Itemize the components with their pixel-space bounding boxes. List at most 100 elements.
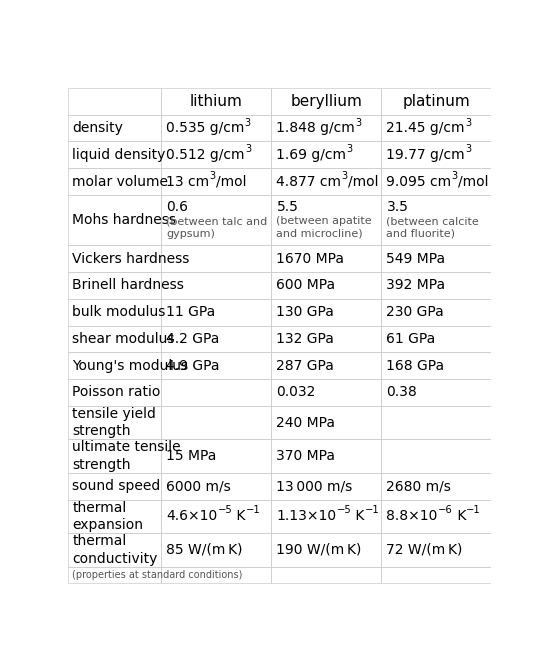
Text: 600 MPa: 600 MPa — [276, 278, 336, 292]
Text: 3: 3 — [341, 171, 348, 181]
Bar — [381, 352, 491, 379]
Text: 19.77 g/cm: 19.77 g/cm — [387, 147, 465, 161]
Bar — [271, 533, 381, 566]
Text: K: K — [351, 510, 365, 524]
Text: 8.8×10: 8.8×10 — [387, 510, 438, 524]
Bar — [162, 245, 271, 272]
Text: 168 GPa: 168 GPa — [387, 359, 444, 373]
Text: 3: 3 — [465, 117, 471, 127]
Bar — [271, 272, 381, 299]
Text: 3: 3 — [355, 117, 361, 127]
Bar — [271, 88, 381, 115]
Text: K: K — [233, 510, 246, 524]
Text: 4.9 GPa: 4.9 GPa — [167, 359, 220, 373]
Bar — [162, 272, 271, 299]
Bar — [68, 299, 162, 325]
Text: 21.45 g/cm: 21.45 g/cm — [387, 121, 465, 135]
Text: molar volume: molar volume — [73, 175, 169, 189]
Text: Mohs hardness: Mohs hardness — [73, 213, 176, 227]
Bar — [162, 168, 271, 195]
Bar — [162, 141, 271, 168]
Text: shear modulus: shear modulus — [73, 332, 175, 346]
Text: 3: 3 — [245, 117, 251, 127]
Bar — [68, 195, 162, 245]
Bar — [162, 299, 271, 325]
Text: 13 cm: 13 cm — [167, 175, 210, 189]
Text: 1.848 g/cm: 1.848 g/cm — [276, 121, 355, 135]
Bar — [162, 500, 271, 533]
Bar — [381, 141, 491, 168]
Bar — [68, 272, 162, 299]
Bar — [381, 533, 491, 566]
Text: ultimate tensile
strength: ultimate tensile strength — [73, 440, 181, 472]
Text: lithium: lithium — [190, 93, 243, 109]
Bar — [271, 500, 381, 533]
Bar — [68, 379, 162, 406]
Text: 6000 m/s: 6000 m/s — [167, 480, 231, 493]
Bar — [381, 325, 491, 352]
Text: K: K — [453, 510, 466, 524]
Text: 3.5: 3.5 — [387, 201, 408, 215]
Bar — [162, 566, 271, 584]
Bar — [271, 299, 381, 325]
Text: −5: −5 — [218, 505, 233, 515]
Text: 392 MPa: 392 MPa — [387, 278, 446, 292]
Text: 132 GPa: 132 GPa — [276, 332, 334, 346]
Text: thermal
expansion: thermal expansion — [73, 501, 144, 532]
Text: Young's modulus: Young's modulus — [73, 359, 188, 373]
Bar — [271, 168, 381, 195]
Bar — [68, 115, 162, 141]
Text: 0.38: 0.38 — [387, 386, 417, 400]
Bar — [381, 88, 491, 115]
Text: 1670 MPa: 1670 MPa — [276, 251, 345, 265]
Bar — [381, 500, 491, 533]
Text: −5: −5 — [336, 505, 351, 515]
Bar — [68, 168, 162, 195]
Text: liquid density: liquid density — [73, 147, 166, 161]
Bar — [68, 500, 162, 533]
Bar — [381, 473, 491, 500]
Text: 190 W/(m K): 190 W/(m K) — [276, 543, 362, 557]
Bar — [68, 325, 162, 352]
Text: 85 W/(m K): 85 W/(m K) — [167, 543, 243, 557]
Text: density: density — [73, 121, 123, 135]
Text: /mol: /mol — [216, 175, 246, 189]
Text: 4.6×10: 4.6×10 — [167, 510, 218, 524]
Bar — [271, 195, 381, 245]
Text: 370 MPa: 370 MPa — [276, 449, 335, 463]
Text: 549 MPa: 549 MPa — [387, 251, 446, 265]
Text: /mol: /mol — [458, 175, 488, 189]
Text: −1: −1 — [365, 505, 379, 515]
Bar — [68, 440, 162, 473]
Bar — [271, 141, 381, 168]
Bar — [162, 406, 271, 440]
Bar — [271, 245, 381, 272]
Bar — [271, 473, 381, 500]
Bar — [271, 115, 381, 141]
Bar — [162, 88, 271, 115]
Text: (between apatite
and microcline): (between apatite and microcline) — [276, 216, 372, 239]
Bar — [68, 245, 162, 272]
Bar — [381, 168, 491, 195]
Text: −1: −1 — [466, 505, 480, 515]
Text: 4.877 cm: 4.877 cm — [276, 175, 341, 189]
Text: 61 GPa: 61 GPa — [387, 332, 436, 346]
Text: Vickers hardness: Vickers hardness — [73, 251, 190, 265]
Text: 0.535 g/cm: 0.535 g/cm — [167, 121, 245, 135]
Text: tensile yield
strength: tensile yield strength — [73, 407, 156, 438]
Bar — [271, 379, 381, 406]
Bar — [381, 299, 491, 325]
Text: 3: 3 — [245, 144, 251, 154]
Bar — [381, 272, 491, 299]
Bar — [271, 352, 381, 379]
Bar — [381, 245, 491, 272]
Text: 11 GPa: 11 GPa — [167, 305, 216, 319]
Text: thermal
conductivity: thermal conductivity — [73, 534, 158, 566]
Bar — [68, 533, 162, 566]
Bar — [162, 473, 271, 500]
Text: 15 MPa: 15 MPa — [167, 449, 217, 463]
Bar — [271, 325, 381, 352]
Text: (properties at standard conditions): (properties at standard conditions) — [73, 570, 243, 580]
Bar — [68, 406, 162, 440]
Bar — [381, 115, 491, 141]
